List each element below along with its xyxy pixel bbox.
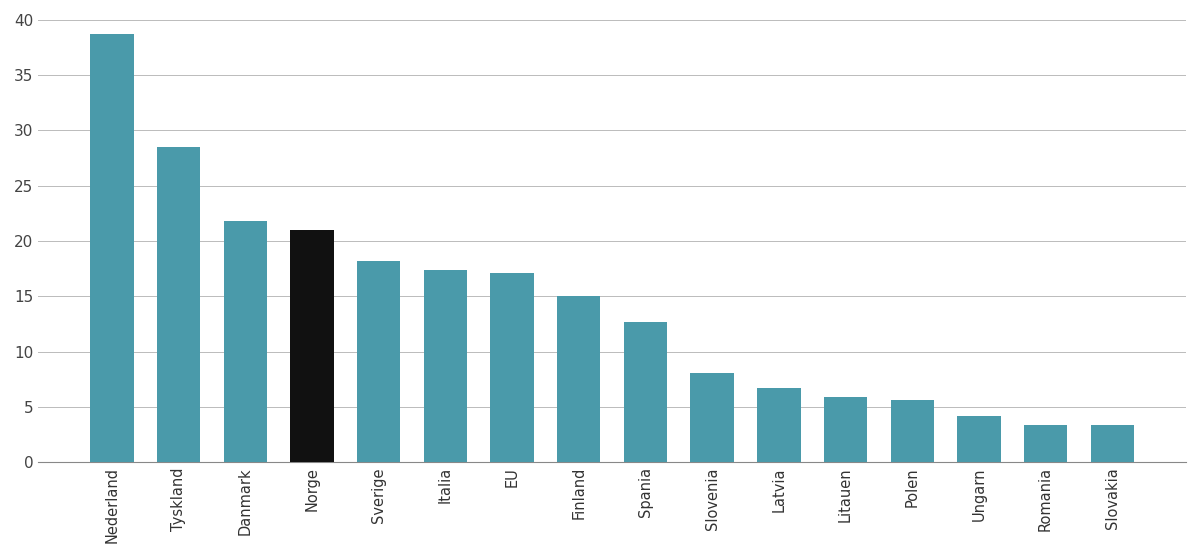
Bar <box>890 400 934 462</box>
Bar <box>1024 424 1067 462</box>
Bar <box>424 270 467 462</box>
Bar <box>824 397 868 462</box>
Bar <box>557 296 600 462</box>
Bar <box>223 221 268 462</box>
Bar <box>290 230 334 462</box>
Bar <box>757 388 800 462</box>
Bar <box>958 416 1001 462</box>
Bar <box>157 147 200 462</box>
Bar <box>690 373 734 462</box>
Bar <box>1091 424 1134 462</box>
Bar <box>624 322 667 462</box>
Bar <box>491 273 534 462</box>
Bar <box>90 35 133 462</box>
Bar <box>358 261 401 462</box>
